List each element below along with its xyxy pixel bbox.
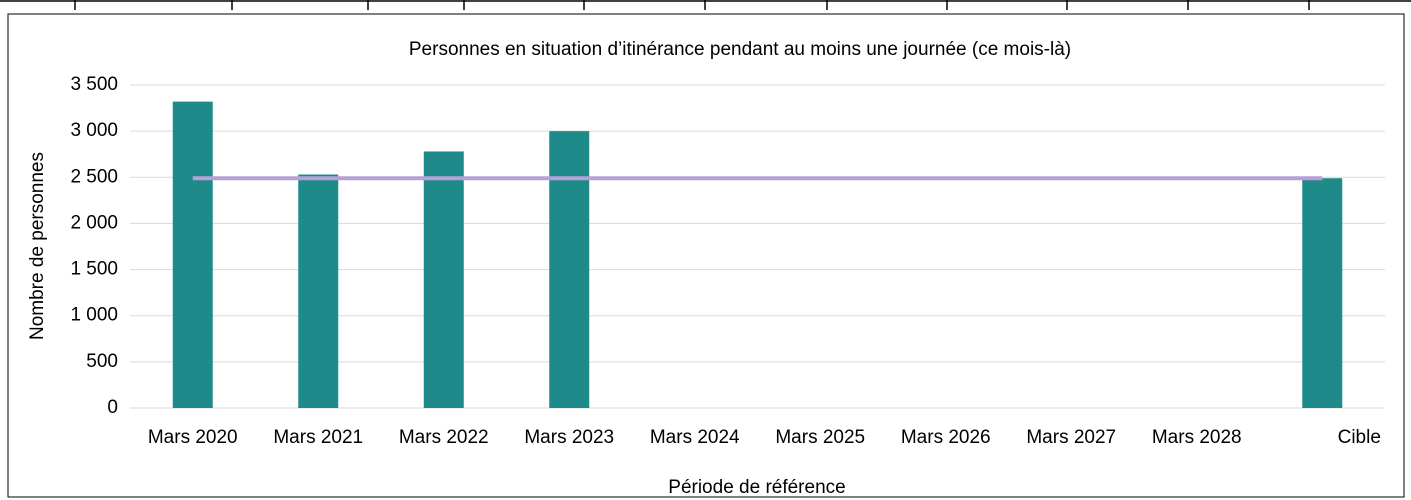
x-tick-label: Mars 2025	[775, 427, 865, 448]
bar	[423, 151, 464, 408]
y-tick-label: 2 500	[70, 166, 118, 187]
y-tick-label: 3 000	[70, 120, 118, 141]
x-tick-label: Mars 2023	[524, 427, 614, 448]
bar	[1302, 178, 1343, 408]
x-tick-label: Mars 2021	[273, 427, 363, 448]
y-tick-label: 2 000	[70, 212, 118, 233]
y-axis-label: Nombre de personnes	[27, 152, 48, 340]
x-tick-label: Mars 2027	[1026, 427, 1116, 448]
x-tick-label: Mars 2020	[148, 427, 238, 448]
bar	[549, 131, 590, 408]
bar	[172, 101, 213, 409]
x-tick-label: Mars 2028	[1152, 427, 1242, 448]
y-tick-label: 500	[86, 351, 118, 372]
y-tick-label: 1 000	[70, 305, 118, 326]
y-tick-label: 3 500	[70, 74, 118, 95]
x-axis-label: Période de référence	[668, 477, 845, 498]
chart-title: Personnes en situation d’itinérance pend…	[409, 39, 1071, 60]
bar	[298, 174, 339, 408]
y-tick-label: 0	[107, 397, 118, 418]
table-strip	[0, 0, 1411, 10]
x-tick-label: Mars 2022	[399, 427, 489, 448]
x-tick-label: Mars 2024	[650, 427, 740, 448]
x-tick-label: Cible	[1338, 427, 1381, 448]
y-tick-label: 1 500	[70, 259, 118, 280]
x-tick-label: Mars 2026	[901, 427, 991, 448]
chart-frame	[7, 13, 1405, 498]
